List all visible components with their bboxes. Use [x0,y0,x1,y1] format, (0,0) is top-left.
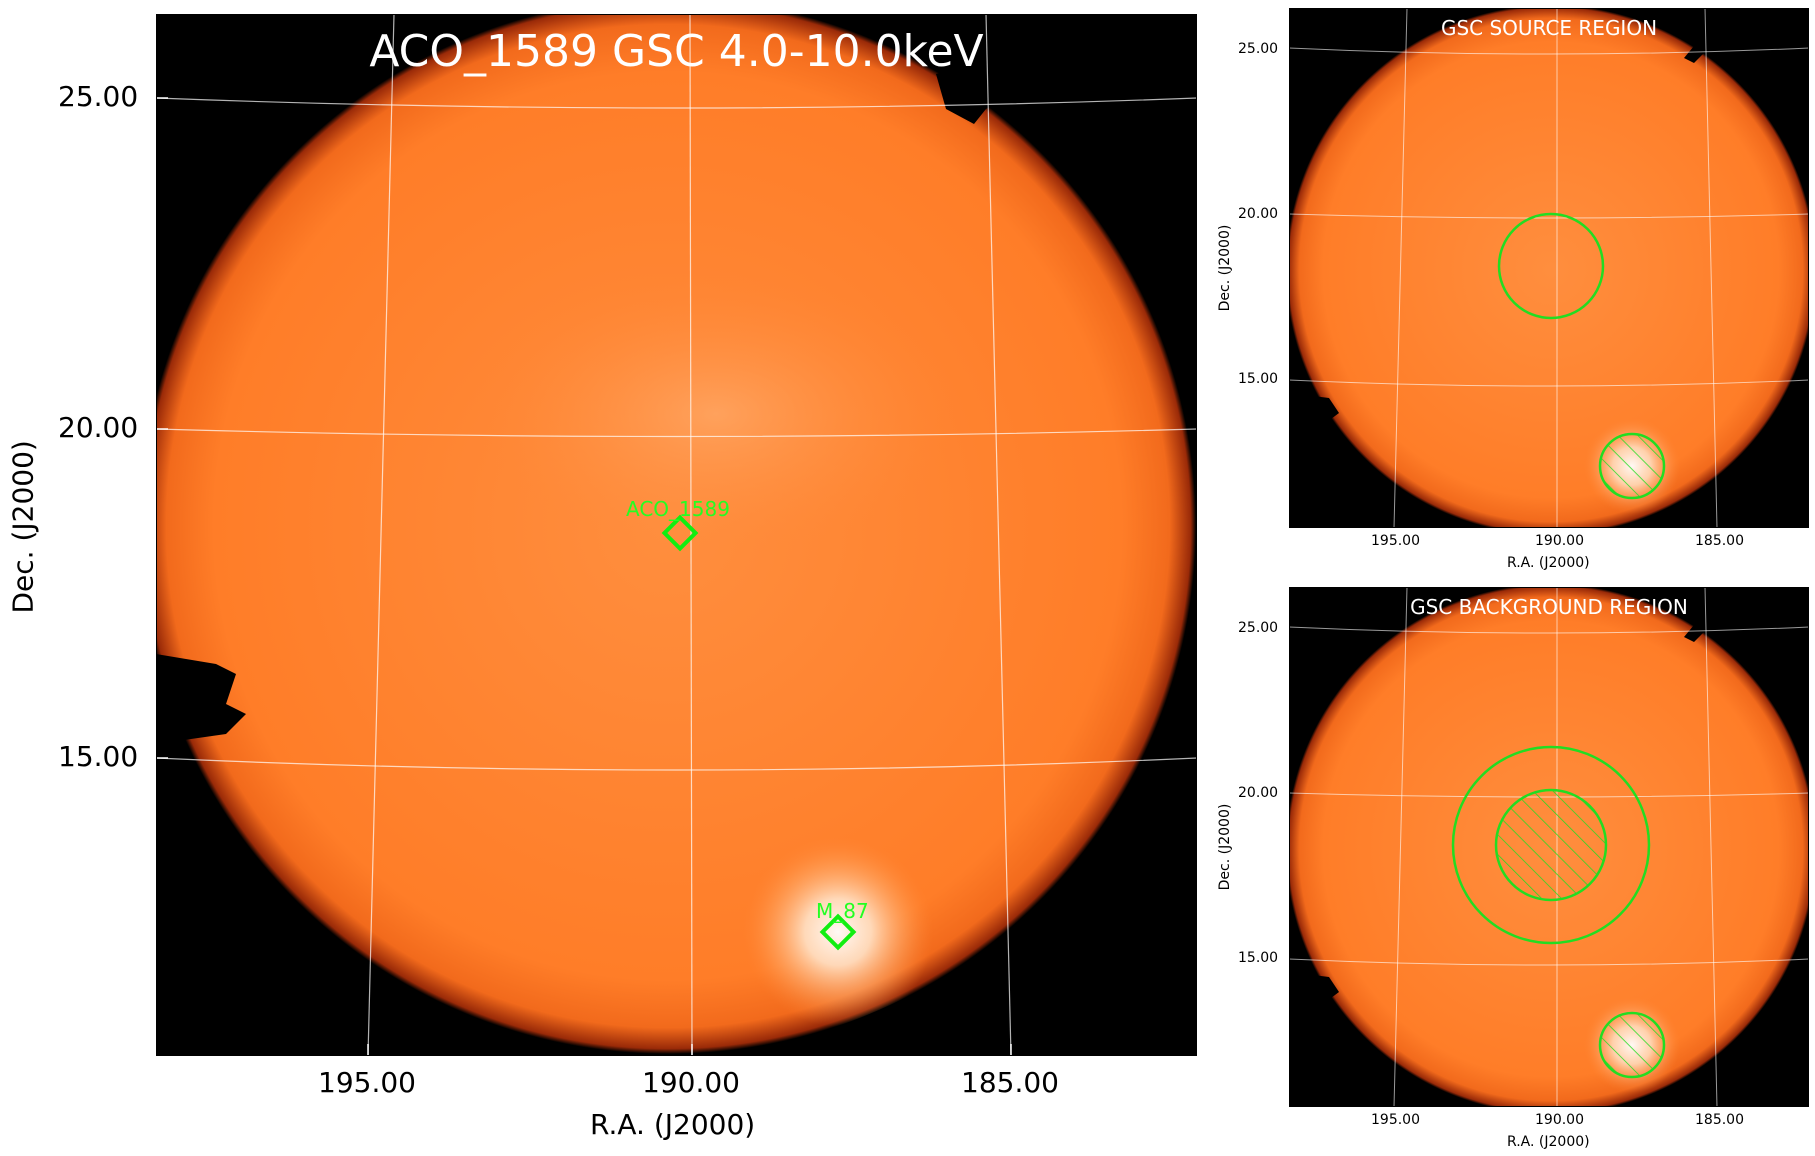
src-xtick-195: 195.00 [1371,533,1420,549]
main-ytick-20: 20.00 [58,411,139,444]
src-xtick-190: 190.00 [1535,533,1584,549]
background-annulus-inner [1494,788,1608,902]
m87-label: M_87 [816,899,869,923]
source-region-circle [1497,212,1605,320]
m87-emission [743,837,933,1027]
bg-xtick-190: 190.00 [1535,1112,1584,1128]
bg-xtick-195: 195.00 [1371,1112,1420,1128]
bg-ytick-25: 25.00 [1238,620,1279,636]
src-ytick-15: 15.00 [1238,371,1279,387]
aco1589-marker [661,514,699,552]
main-xtick-185: 185.00 [961,1066,1059,1099]
background-region-image: GSC BACKGROUND REGION [1289,587,1809,1107]
source-panel-title: GSC SOURCE REGION [1440,16,1658,40]
axis-ticks [156,97,1012,1056]
bg-xtick-185: 185.00 [1695,1112,1744,1128]
aco1589-label: ACO_1589 [626,497,730,521]
main-sky-svg [156,14,1197,1056]
source-region-svg [1289,8,1809,528]
source-region-image: GSC SOURCE REGION [1289,8,1809,528]
main-ytick-25: 25.00 [58,80,139,113]
source-markers [661,514,857,951]
bg-xlabel: R.A. (J2000) [1507,1134,1590,1150]
coordinate-grid [156,14,1197,1056]
src-ytick-25: 25.00 [1238,41,1279,57]
main-xlabel: R.A. (J2000) [590,1108,756,1141]
main-xtick-190: 190.00 [642,1066,740,1099]
bg-ytick-15: 15.00 [1238,950,1279,966]
cluster-emission [476,274,956,554]
bg-ytick-20: 20.00 [1238,785,1279,801]
background-panel-title: GSC BACKGROUND REGION [1410,595,1688,619]
coordinate-grid [1289,8,1809,528]
src-ytick-20: 20.00 [1238,206,1279,222]
background-annulus-outer [1451,745,1651,945]
m87-exclusion-circle [1598,1011,1666,1079]
src-xlabel: R.A. (J2000) [1507,555,1590,571]
main-sky-image: ACO_1589 GSC 4.0-10.0keV ACO_1589 M_87 [156,14,1197,1056]
detector-disk [1289,8,1809,528]
m87-marker [819,913,857,951]
m87-exclusion-circle [1598,432,1666,500]
src-ylabel: Dec. (J2000) [1217,224,1233,312]
main-ylabel: Dec. (J2000) [6,440,40,614]
bg-ylabel: Dec. (J2000) [1217,803,1233,891]
main-panel-title: ACO_1589 GSC 4.0-10.0keV [369,26,984,77]
src-xtick-185: 185.00 [1695,533,1744,549]
main-ytick-15: 15.00 [58,740,139,773]
background-region-svg [1289,587,1809,1107]
main-xtick-195: 195.00 [318,1066,416,1099]
